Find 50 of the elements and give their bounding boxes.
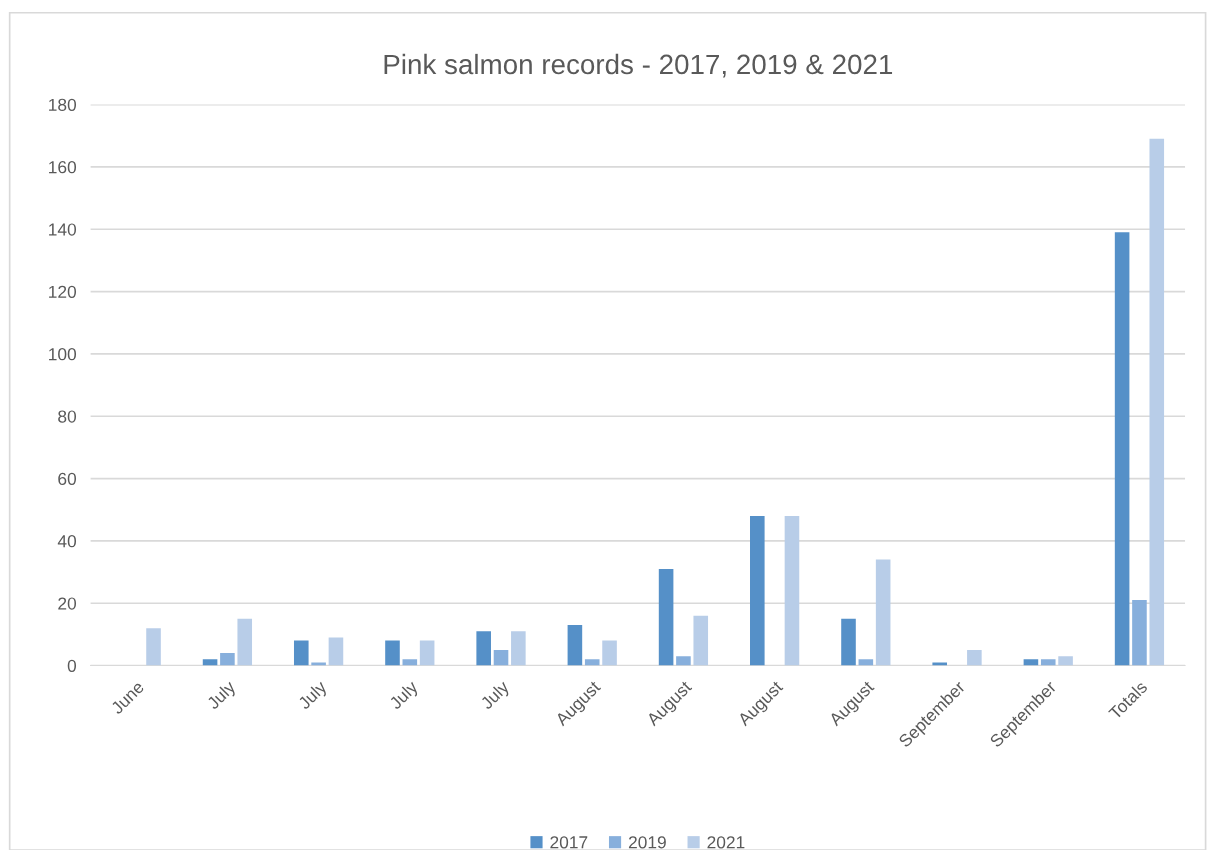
bar: [328, 637, 344, 666]
bar: [584, 659, 600, 666]
bar: [146, 628, 161, 666]
y-tick-label: 120: [49, 285, 77, 299]
y-tick-label: 160: [49, 161, 77, 174]
bar: [220, 653, 235, 666]
bar: [602, 640, 617, 666]
bar: [1023, 659, 1039, 666]
bar: [784, 515, 800, 666]
bar: [511, 631, 526, 666]
bar: [293, 640, 309, 666]
x-tick-label: July: [388, 679, 422, 713]
y-tick-label: 20: [58, 597, 77, 610]
bar: [676, 656, 691, 666]
legend-label: 2019: [628, 836, 666, 849]
bar: [385, 640, 400, 666]
y-tick-label: 140: [49, 223, 77, 236]
bar: [1149, 138, 1165, 666]
bar: [858, 659, 874, 666]
bar: [693, 615, 709, 666]
x-tick-label: July: [479, 679, 513, 713]
bar: [932, 662, 948, 666]
bar: [1132, 600, 1147, 666]
bar: [841, 618, 856, 666]
bar: [237, 618, 253, 666]
bar: [1114, 232, 1130, 666]
bar: [567, 625, 583, 666]
y-tick-label: 80: [58, 410, 77, 423]
legend-label: 2017: [550, 836, 588, 849]
bar: [493, 649, 509, 666]
bar: [419, 640, 435, 666]
bar: [750, 515, 765, 666]
y-tick-label: 180: [49, 98, 77, 112]
y-tick-label: 100: [49, 348, 77, 361]
bar: [658, 568, 674, 666]
bar: [875, 559, 891, 666]
bar: [476, 631, 491, 666]
bar: [1058, 656, 1073, 666]
bar: [402, 659, 418, 666]
bar: [202, 659, 218, 666]
bar: [1040, 659, 1056, 666]
bar: [311, 662, 326, 666]
legend-label: 2021: [707, 836, 745, 849]
y-tick-label: 0: [67, 659, 77, 673]
x-tick-label: July: [205, 679, 239, 713]
bar: [967, 649, 982, 666]
y-tick-label: 60: [58, 472, 77, 486]
y-tick-label: 40: [57, 535, 77, 548]
chart-title: Pink salmon records - 2017, 2019 & 2021: [384, 53, 893, 78]
x-tick-label: July: [296, 679, 331, 713]
